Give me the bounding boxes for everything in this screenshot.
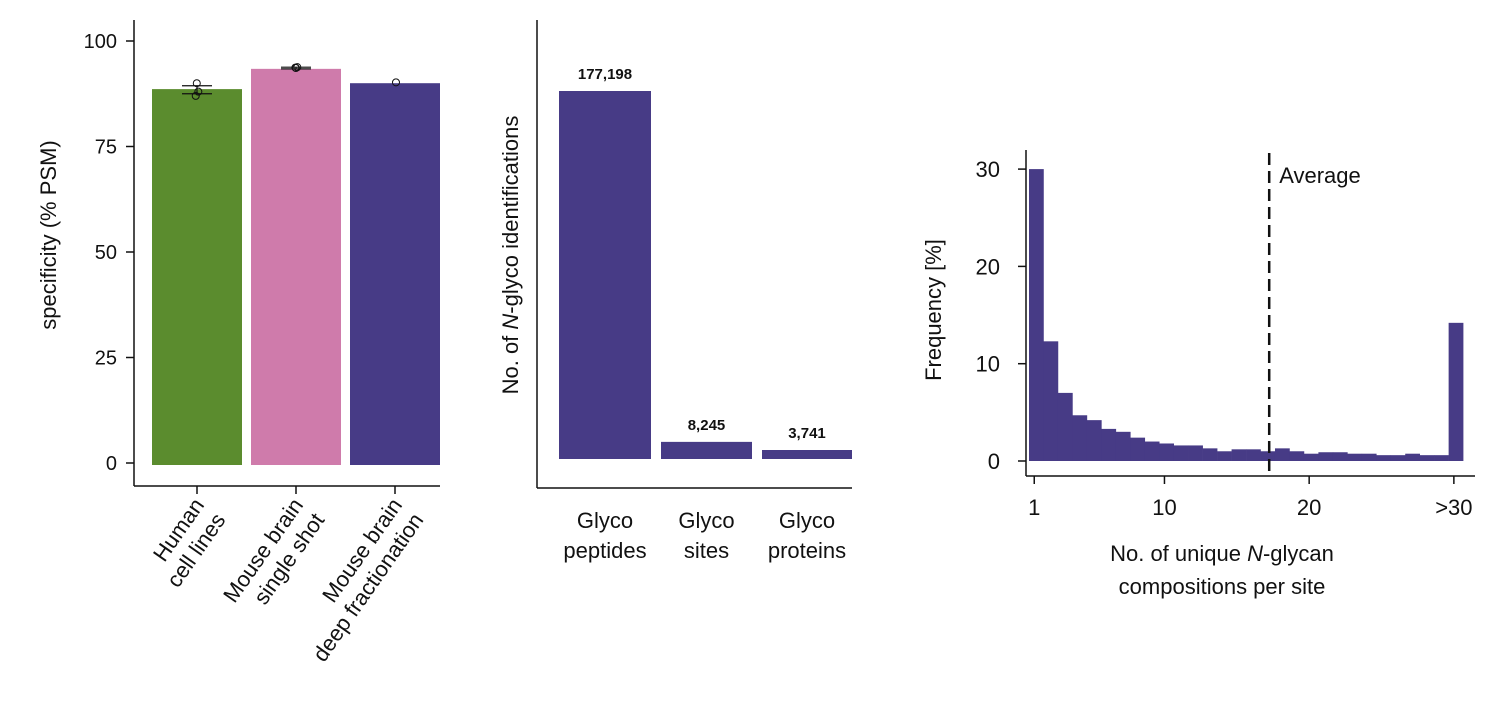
bar-value-label: 177,198 [578, 66, 632, 83]
x-tick-label: 10 [1152, 495, 1176, 520]
x-tick-label: Mouse brainsingle shot [218, 494, 329, 622]
y-tick-label: 50 [95, 242, 117, 264]
y-tick-label: 20 [976, 254, 1000, 279]
bar-value-label: 8,245 [688, 417, 726, 434]
average-label: Average [1279, 163, 1361, 188]
y-tick-label: 100 [84, 31, 117, 53]
histogram-bar [1188, 445, 1203, 461]
y-tick-label: 30 [976, 157, 1000, 182]
bar [559, 91, 651, 459]
x-tick-label: 20 [1297, 495, 1321, 520]
bar [251, 69, 341, 465]
histogram-bar [1116, 432, 1131, 461]
histogram-bar [1072, 415, 1087, 461]
x-tick-label: Humancell lines [140, 494, 230, 592]
bar [762, 450, 852, 459]
histogram-bar [1029, 169, 1044, 461]
x-tick-label: proteins [768, 538, 846, 563]
x-axis-label-part: No. of unique [1110, 541, 1247, 566]
histogram-bar [1362, 454, 1377, 461]
y-tick-label: 10 [976, 352, 1000, 377]
histogram-bar [1101, 429, 1116, 461]
histogram-bar [1130, 438, 1145, 461]
histogram-bar [1405, 454, 1420, 461]
y-tick-label: 0 [988, 449, 1000, 474]
x-axis-label-line2: compositions per site [1119, 574, 1326, 599]
x-tick-label: sites [684, 538, 729, 563]
histogram-bar [1449, 323, 1464, 461]
x-axis-label-italic: N [1247, 541, 1263, 566]
y-tick-label: 25 [95, 348, 117, 370]
histogram-bar [1261, 451, 1276, 461]
bar [350, 83, 440, 465]
histogram-bar [1304, 454, 1319, 461]
y-axis-label-part: No. of [498, 330, 523, 395]
x-axis-label-part: -glycan [1263, 541, 1334, 566]
histogram-bar [1217, 451, 1232, 461]
histogram-bar [1232, 449, 1247, 461]
y-tick-label: 0 [106, 453, 117, 475]
bar-value-label: 3,741 [788, 425, 826, 442]
histogram-bar [1289, 451, 1304, 461]
bar [661, 442, 752, 459]
histogram-bar [1145, 442, 1160, 461]
x-tick-label: 1 [1028, 495, 1040, 520]
histogram-bar [1246, 449, 1261, 461]
histogram-bar [1391, 455, 1406, 461]
histogram-bar [1434, 455, 1449, 461]
x-tick-label: >30 [1435, 495, 1472, 520]
y-axis-label-part: -glyco identifications [498, 116, 523, 314]
bar [152, 89, 242, 465]
figure: 0255075100Humancell linesMouse brainsing… [0, 0, 1508, 712]
histogram-bar [1203, 448, 1218, 461]
x-tick-label: peptides [563, 538, 646, 563]
x-tick-label: Glyco [577, 508, 633, 533]
y-axis-label: Frequency [%] [921, 239, 946, 381]
y-tick-label: 75 [95, 137, 117, 159]
histogram-bar [1058, 393, 1073, 461]
histogram-bar [1174, 445, 1189, 461]
y-axis-label-italic: N [498, 314, 523, 330]
histogram-bar [1275, 448, 1290, 461]
histogram-bar [1376, 455, 1391, 461]
histogram-bar [1087, 420, 1102, 461]
x-axis-label-line1: No. of unique N-glycan [1110, 541, 1334, 566]
histogram-bar [1347, 454, 1362, 461]
x-tick-label: Glyco [779, 508, 835, 533]
histogram-bar [1333, 452, 1348, 461]
histogram-bar [1043, 341, 1058, 461]
y-axis-label: No. of N-glyco identifications [498, 116, 523, 395]
histogram-bar [1420, 455, 1435, 461]
histogram-bar [1159, 443, 1174, 461]
y-axis-label: specificity (% PSM) [36, 140, 61, 329]
histogram-bar [1318, 452, 1333, 461]
x-tick-label: Glyco [678, 508, 734, 533]
